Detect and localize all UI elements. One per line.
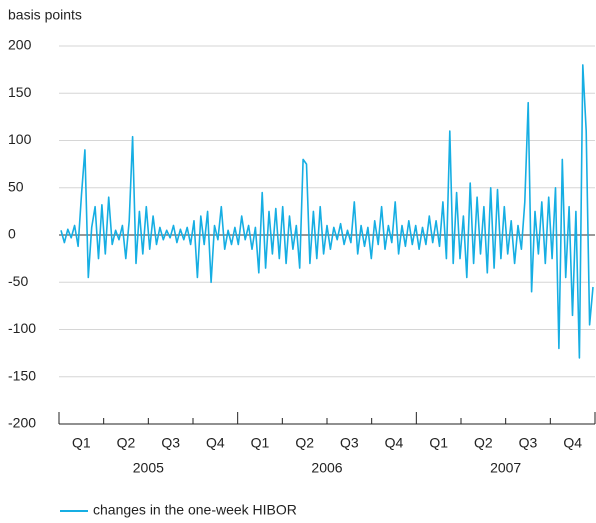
y-tick-label: 0	[8, 226, 16, 242]
year-label: 2007	[490, 460, 521, 476]
y-tick-label: -100	[8, 320, 36, 336]
y-tick-label: 50	[8, 178, 24, 194]
x-tick-label: Q1	[251, 435, 270, 451]
y-tick-label: -200	[8, 415, 36, 431]
x-tick-label: Q4	[563, 435, 582, 451]
x-tick-label: Q4	[385, 435, 404, 451]
x-tick-label: Q4	[206, 435, 225, 451]
year-label: 2005	[133, 460, 164, 476]
legend-label: changes in the one-week HIBOR	[93, 502, 297, 518]
x-tick-label: Q2	[117, 435, 136, 451]
x-tick-label: Q3	[340, 435, 359, 451]
x-tick-label: Q1	[72, 435, 91, 451]
x-tick-label: Q3	[519, 435, 538, 451]
x-tick-label: Q2	[295, 435, 314, 451]
x-tick-label: Q1	[429, 435, 448, 451]
x-tick-label: Q2	[474, 435, 493, 451]
data-line	[60, 64, 594, 359]
y-tick-label: 100	[8, 131, 32, 147]
x-tick-label: Q3	[161, 435, 180, 451]
y-tick-label: -150	[8, 367, 36, 383]
y-tick-label: 200	[8, 37, 32, 53]
y-tick-label: -50	[8, 273, 28, 289]
axis-label: basis points	[8, 7, 82, 23]
year-label: 2006	[311, 460, 342, 476]
y-tick-label: 150	[8, 84, 32, 100]
